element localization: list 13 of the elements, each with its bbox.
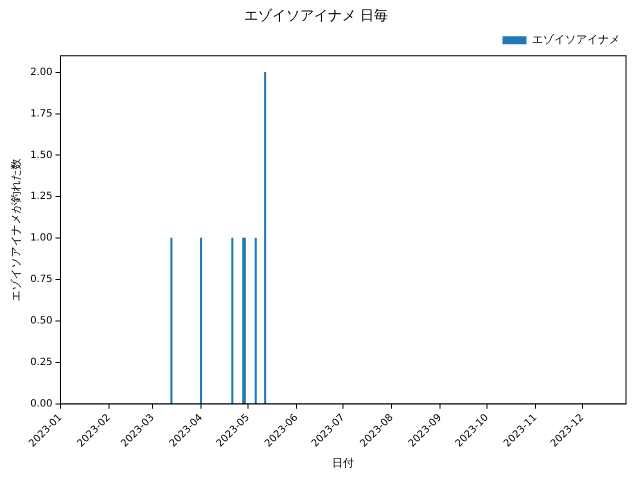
y-axis-title: エゾイソアイナメが釣れた数 (9, 158, 22, 302)
y-tick-label: 0.75 (30, 274, 52, 286)
x-axis-title: 日付 (332, 456, 354, 470)
y-tick-label: 1.00 (30, 232, 52, 244)
chart-title: エゾイソアイナメ 日毎 (244, 8, 388, 24)
y-tick-label: 1.50 (30, 150, 52, 161)
legend-label: エゾイソアイナメ (532, 33, 620, 46)
y-tick-label: 2.00 (30, 66, 52, 78)
y-tick-label: 0.50 (30, 316, 52, 327)
y-tick-label: 1.75 (30, 108, 52, 120)
y-tick-label: 0.25 (30, 356, 52, 368)
y-tick-label: 0.00 (30, 398, 52, 410)
y-tick-label: 1.25 (30, 191, 52, 202)
